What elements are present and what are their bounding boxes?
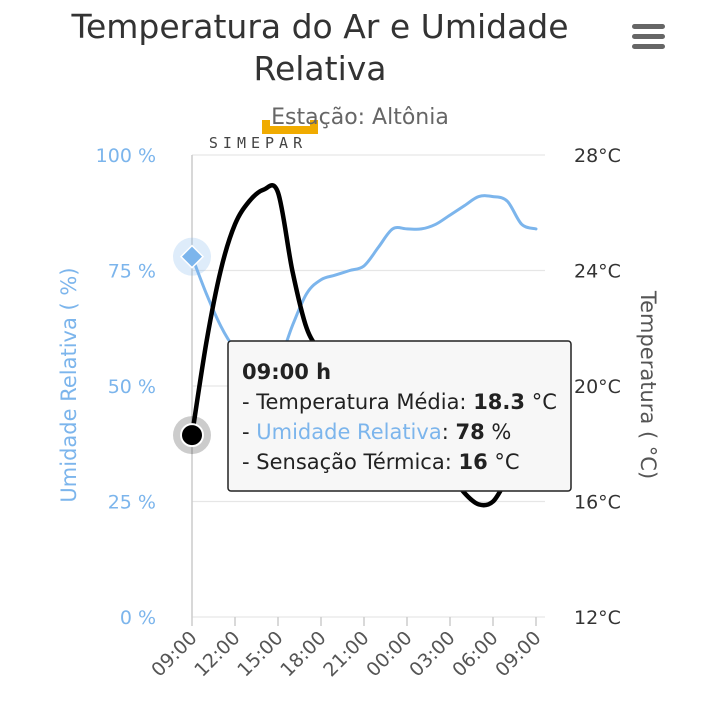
- x-axis-tick-label: 06:00: [448, 627, 502, 681]
- tooltip-humidity-value: 78: [455, 420, 484, 444]
- x-axis-tick-label: 09:00: [147, 627, 201, 681]
- y-left-tick-label: 50 %: [108, 376, 156, 398]
- hover-markers: [173, 237, 211, 455]
- tooltip-row-humidity: - Umidade Relativa: 78 %: [242, 420, 511, 444]
- tooltip: 09:00 h - Temperatura Média: 18.3 °C - U…: [227, 340, 572, 492]
- tooltip-time: 09:00 h: [242, 360, 331, 384]
- x-axis-tick-label: 18:00: [276, 627, 330, 681]
- tooltip-box: [227, 340, 572, 492]
- y-axis-left: 0 % 25 % 50 % 75 % 100 %: [96, 145, 156, 629]
- chart-title-line-2: Relativa: [254, 49, 387, 88]
- tooltip-row-temperature: - Temperatura Média: 18.3 °C: [242, 390, 557, 414]
- x-axis-tick-label: 21:00: [319, 627, 373, 681]
- y-left-tick-label: 0 %: [120, 607, 156, 629]
- y-axis-left-title: Umidade Relativa ( %): [57, 267, 81, 502]
- tooltip-feels-like-label: - Sensação Térmica:: [242, 450, 458, 474]
- tooltip-feels-like-value: 16: [458, 450, 487, 474]
- tooltip-humidity-unit: %: [485, 420, 512, 444]
- tooltip-temperature-label: - Temperatura Média:: [242, 390, 473, 414]
- x-axis-tick-label: 09:00: [491, 627, 545, 681]
- y-right-tick-label: 12°C: [574, 607, 621, 629]
- simepar-logo: SIMEPAR: [209, 120, 318, 152]
- simepar-logo-notch: [270, 120, 310, 126]
- tooltip-feels-like-unit: °C: [488, 450, 520, 474]
- x-axis-tick-label: 12:00: [190, 627, 244, 681]
- menu-bar-2: [632, 34, 665, 39]
- y-right-tick-label: 20°C: [574, 376, 621, 398]
- tooltip-temperature-unit: °C: [525, 390, 557, 414]
- hamburger-menu-icon[interactable]: [628, 20, 668, 54]
- humidity-marker-point: [179, 244, 205, 269]
- y-axis-right: 12°C 16°C 20°C 24°C 28°C: [574, 145, 621, 629]
- y-left-tick-label: 75 %: [108, 261, 156, 283]
- chart-subtitle: Estação: Altônia: [271, 105, 449, 130]
- y-left-tick-label: 25 %: [108, 492, 156, 514]
- y-right-tick-label: 16°C: [574, 492, 621, 514]
- tooltip-row-feels-like: - Sensação Térmica: 16 °C: [242, 450, 520, 474]
- chart-title: Temperatura do Ar e Umidade Relativa: [70, 7, 568, 88]
- y-right-tick-label: 28°C: [574, 145, 621, 167]
- menu-bar-1: [632, 24, 665, 29]
- y-right-tick-label: 24°C: [574, 261, 621, 283]
- x-axis-tick-label: 03:00: [405, 627, 459, 681]
- y-axis-right-title: Temperatura ( °C): [636, 290, 660, 479]
- tooltip-humidity-dash: -: [242, 420, 256, 444]
- temperature-marker-point: [180, 423, 204, 448]
- tooltip-humidity-label: Umidade Relativa: [256, 420, 441, 444]
- chart-title-line-1: Temperatura do Ar e Umidade: [70, 7, 568, 46]
- simepar-logo-text: SIMEPAR: [209, 134, 307, 152]
- menu-bar-3: [632, 44, 665, 49]
- tooltip-temperature-value: 18.3: [473, 390, 525, 414]
- y-left-tick-label: 100 %: [96, 145, 156, 167]
- x-axis-tick-label: 15:00: [233, 627, 287, 681]
- x-axis-tick-label: 00:00: [362, 627, 416, 681]
- tooltip-humidity-colon: :: [442, 420, 456, 444]
